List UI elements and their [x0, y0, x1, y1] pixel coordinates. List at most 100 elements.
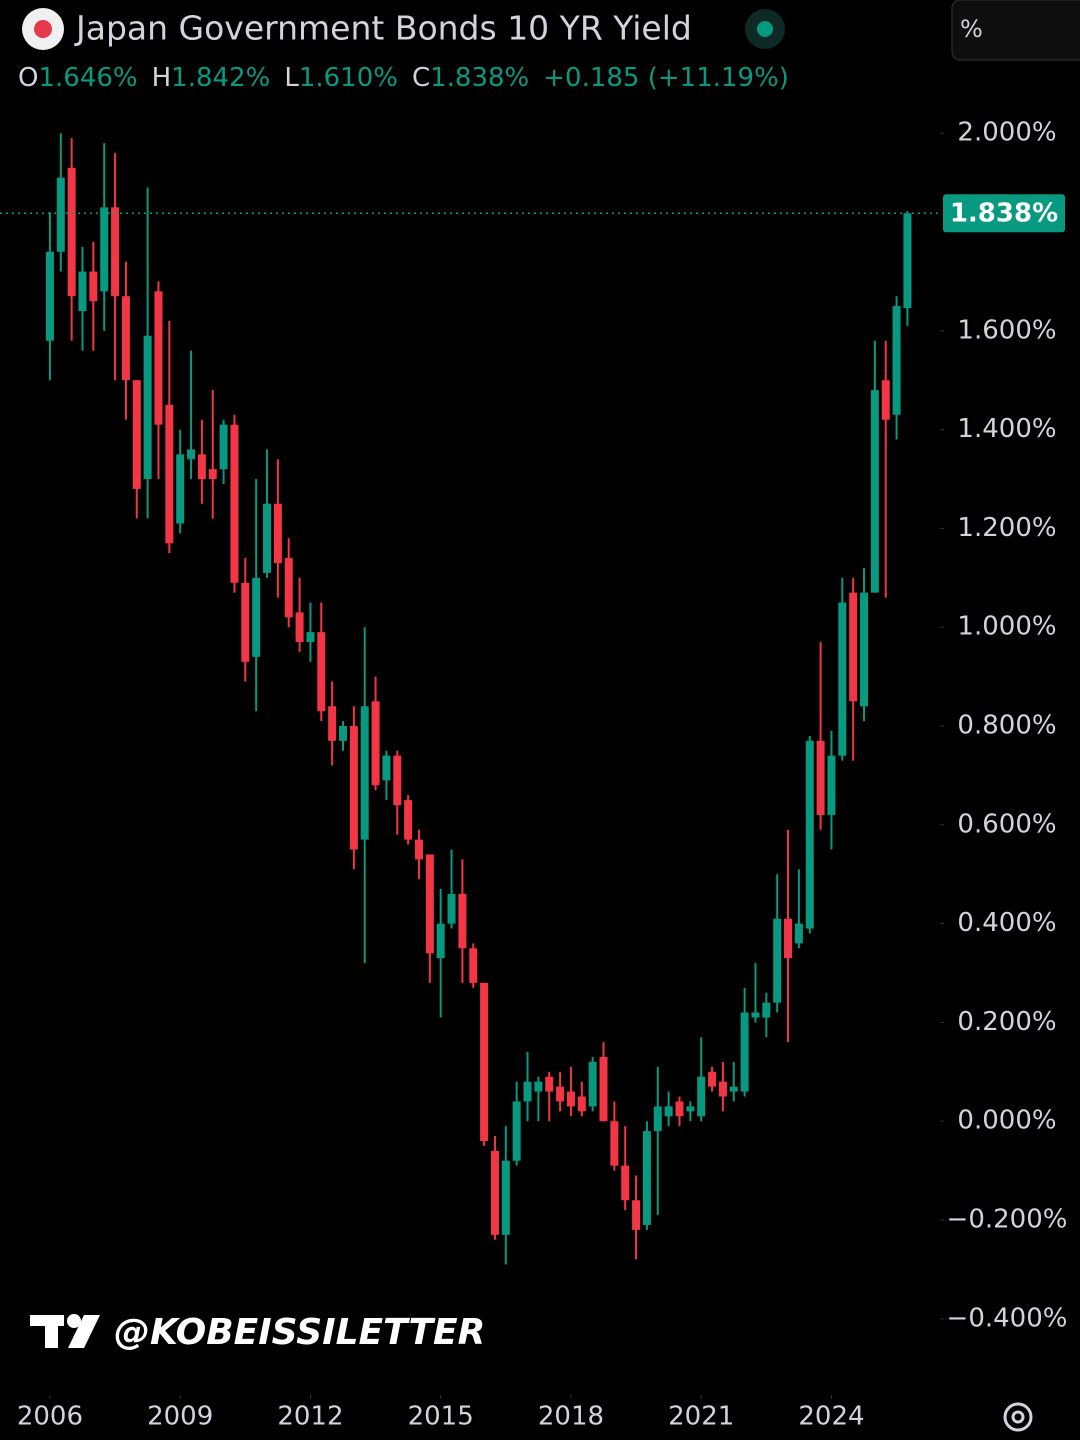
y-tick-label: 0.800% [957, 711, 1056, 741]
candle-body [773, 918, 782, 1003]
candle-body [501, 1160, 510, 1235]
candle-body [154, 291, 163, 425]
x-tick-label: 2006 [17, 1402, 83, 1432]
candle-body [306, 632, 315, 643]
candle-body [78, 271, 87, 312]
candle-body [414, 839, 423, 860]
candle-body [339, 726, 348, 741]
ohlc-change: +0.185 (+11.19%) [543, 63, 789, 93]
y-tick-label: 2.000% [957, 118, 1056, 148]
candle-body [56, 177, 65, 252]
unit-label: % [960, 15, 983, 43]
candle-body [566, 1091, 575, 1107]
candle-body [458, 893, 467, 949]
ohlc-value: 1.610% [299, 63, 398, 93]
candle-body [317, 632, 326, 712]
candle-body [469, 948, 478, 983]
candle-body [762, 1002, 771, 1018]
unit-button[interactable] [951, 0, 1080, 61]
candle-body [881, 380, 890, 420]
ohlc-key: O [18, 63, 38, 93]
candle-body [892, 306, 901, 415]
candle-body [664, 1106, 673, 1117]
ohlc-value: 1.838% [430, 63, 529, 93]
y-tick-label: 1.200% [957, 513, 1056, 543]
candle-body [740, 1012, 749, 1092]
candle-body [480, 982, 489, 1141]
candle-body [610, 1121, 619, 1166]
candle-body [816, 740, 825, 815]
candle-body [360, 706, 369, 840]
candle-body [121, 296, 130, 381]
candle-body [328, 706, 337, 741]
ohlc-key: C [412, 63, 430, 93]
candle-body [599, 1056, 608, 1122]
candle-body [556, 1086, 565, 1102]
candle-body [132, 380, 141, 489]
candle-body [208, 469, 217, 480]
candle-body [111, 207, 120, 297]
candle-body [241, 582, 250, 662]
ohlc-key: H [152, 63, 172, 93]
chart-title: Japan Government Bonds 10 YR Yield [74, 9, 692, 48]
candle-body [404, 800, 413, 840]
candle-body [697, 1076, 706, 1117]
candle-body [903, 213, 912, 309]
last-price-box [943, 194, 1065, 233]
candle-body [870, 390, 879, 593]
candle-body [284, 558, 293, 618]
y-tick-label: 0.600% [957, 809, 1056, 839]
candle-body [523, 1081, 532, 1102]
candle-body [708, 1071, 717, 1087]
candle-body [436, 923, 445, 959]
candle-body [784, 918, 793, 959]
candle-body [827, 755, 836, 815]
x-tick-label: 2018 [538, 1402, 604, 1432]
y-tick-label: −0.400% [947, 1303, 1068, 1333]
candle-body [490, 1150, 499, 1235]
x-tick-label: 2024 [798, 1402, 864, 1432]
x-tick-label: 2021 [668, 1402, 734, 1432]
candle-body [632, 1200, 641, 1230]
candle-body [176, 454, 185, 524]
y-tick-label: 0.400% [957, 908, 1056, 938]
ohlc-value: 1.646% [38, 63, 137, 93]
candle-body [534, 1081, 543, 1092]
candle-body [860, 592, 869, 707]
x-tick-label: 2009 [147, 1402, 213, 1432]
candle-body [263, 503, 272, 573]
candle-body [794, 923, 803, 944]
candle-body [382, 755, 391, 781]
candle-body [273, 503, 282, 563]
candle-body [100, 207, 109, 292]
candle-body [447, 893, 456, 924]
watermark-logo [30, 1314, 100, 1348]
candle-body [729, 1086, 738, 1092]
y-tick-label: −0.200% [947, 1205, 1068, 1235]
candle-body [805, 740, 814, 929]
candle-body [838, 602, 847, 756]
y-tick-label: 1.600% [957, 315, 1056, 345]
candle-body [252, 577, 261, 657]
candle-body [675, 1101, 684, 1117]
ohlc-value: 1.842% [171, 63, 270, 93]
candle-body [187, 449, 196, 460]
candle-body [545, 1076, 554, 1092]
last-price-label: 1.838% [950, 199, 1058, 229]
candle-body [425, 854, 434, 954]
ohlc-text: O1.646% H1.842% L1.610% C1.838% +0.185 (+11.… [18, 63, 789, 93]
settings-icon[interactable] [1003, 1402, 1033, 1432]
candle-body [197, 454, 206, 480]
ohlc-key: L [284, 63, 299, 93]
candle-body [849, 592, 858, 702]
flag-dot [34, 20, 52, 38]
x-tick-label: 2015 [408, 1402, 474, 1432]
candle-body [512, 1101, 521, 1161]
candle-body [393, 755, 402, 806]
x-tick-label: 2012 [277, 1402, 343, 1432]
candle-body [349, 726, 358, 850]
candle-body [165, 404, 174, 544]
candle-body [371, 701, 380, 786]
